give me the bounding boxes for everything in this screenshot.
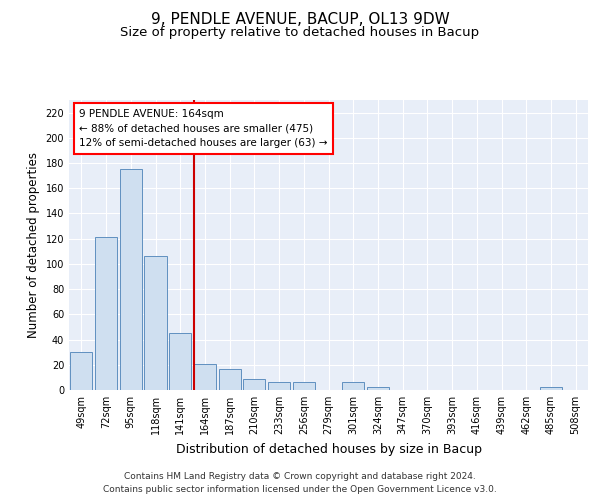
Bar [540,388,562,390]
Bar [95,238,117,390]
Y-axis label: Number of detached properties: Number of detached properties [27,152,40,338]
Bar [119,170,142,390]
Bar [194,364,216,390]
Bar [342,382,364,390]
Bar [243,378,265,390]
X-axis label: Distribution of detached houses by size in Bacup: Distribution of detached houses by size … [176,442,482,456]
Bar [218,368,241,390]
Text: Contains public sector information licensed under the Open Government Licence v3: Contains public sector information licen… [103,485,497,494]
Bar [367,388,389,390]
Bar [268,382,290,390]
Text: Size of property relative to detached houses in Bacup: Size of property relative to detached ho… [121,26,479,39]
Text: 9 PENDLE AVENUE: 164sqm
← 88% of detached houses are smaller (475)
12% of semi-d: 9 PENDLE AVENUE: 164sqm ← 88% of detache… [79,108,328,148]
Bar [169,334,191,390]
Bar [145,256,167,390]
Bar [293,382,315,390]
Text: 9, PENDLE AVENUE, BACUP, OL13 9DW: 9, PENDLE AVENUE, BACUP, OL13 9DW [151,12,449,28]
Text: Contains HM Land Registry data © Crown copyright and database right 2024.: Contains HM Land Registry data © Crown c… [124,472,476,481]
Bar [70,352,92,390]
